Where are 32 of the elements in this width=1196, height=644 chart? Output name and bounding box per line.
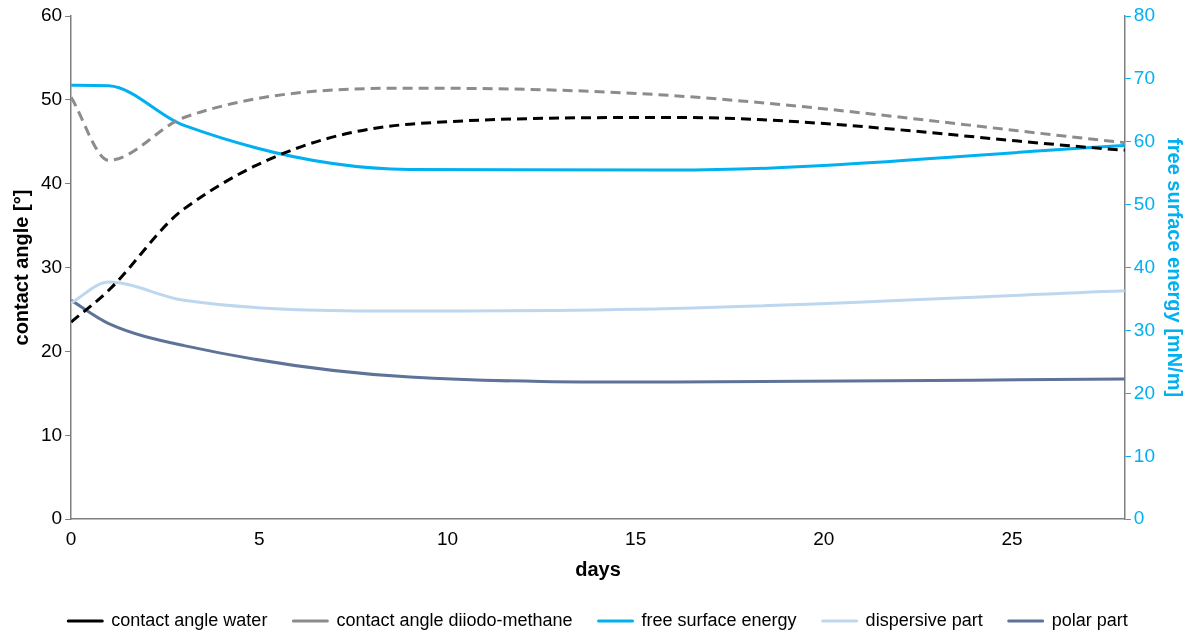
- legend-label: contact angle diiodo-methane: [336, 609, 573, 630]
- x-tick-label: 0: [65, 527, 77, 549]
- line-series: [71, 298, 1125, 384]
- x-tick-label: 15: [625, 527, 647, 549]
- legend-label: dispersive part: [865, 609, 983, 630]
- x-tick-label: 20: [813, 527, 835, 549]
- y-tick-label: 50: [40, 88, 63, 110]
- x-axis-title: days: [575, 557, 621, 580]
- y-tick-label: 60: [40, 4, 63, 26]
- legend-label: free surface energy: [641, 609, 797, 630]
- y2-tick-label: 60: [1133, 130, 1156, 152]
- legend-label: polar part: [1051, 609, 1128, 630]
- y2-tick-label: 40: [1133, 255, 1156, 277]
- y-tick-label: 40: [40, 171, 63, 193]
- y-axis-title: contact angle [°]: [9, 189, 32, 346]
- y-tick-label: 10: [40, 423, 63, 445]
- x-tick-label: 10: [436, 527, 459, 549]
- y2-tick-label: 30: [1133, 318, 1156, 340]
- y2-tick-label: 80: [1133, 4, 1156, 26]
- line-series: [71, 280, 1125, 313]
- y2-axis-title: free surface energy [mN/m]: [1164, 138, 1187, 398]
- x-tick-label: 5: [254, 527, 265, 549]
- x-tick-label: 25: [1001, 527, 1023, 549]
- y-tick-label: 30: [40, 255, 63, 277]
- legend-label: contact angle water: [111, 609, 268, 630]
- y2-tick-label: 20: [1133, 381, 1156, 403]
- y2-tick-label: 0: [1133, 507, 1145, 529]
- y-tick-label: 20: [40, 339, 63, 361]
- y2-tick-label: 50: [1133, 192, 1156, 214]
- y-tick-label: 0: [51, 507, 63, 529]
- y2-tick-label: 70: [1133, 67, 1156, 89]
- y2-tick-label: 10: [1133, 444, 1156, 466]
